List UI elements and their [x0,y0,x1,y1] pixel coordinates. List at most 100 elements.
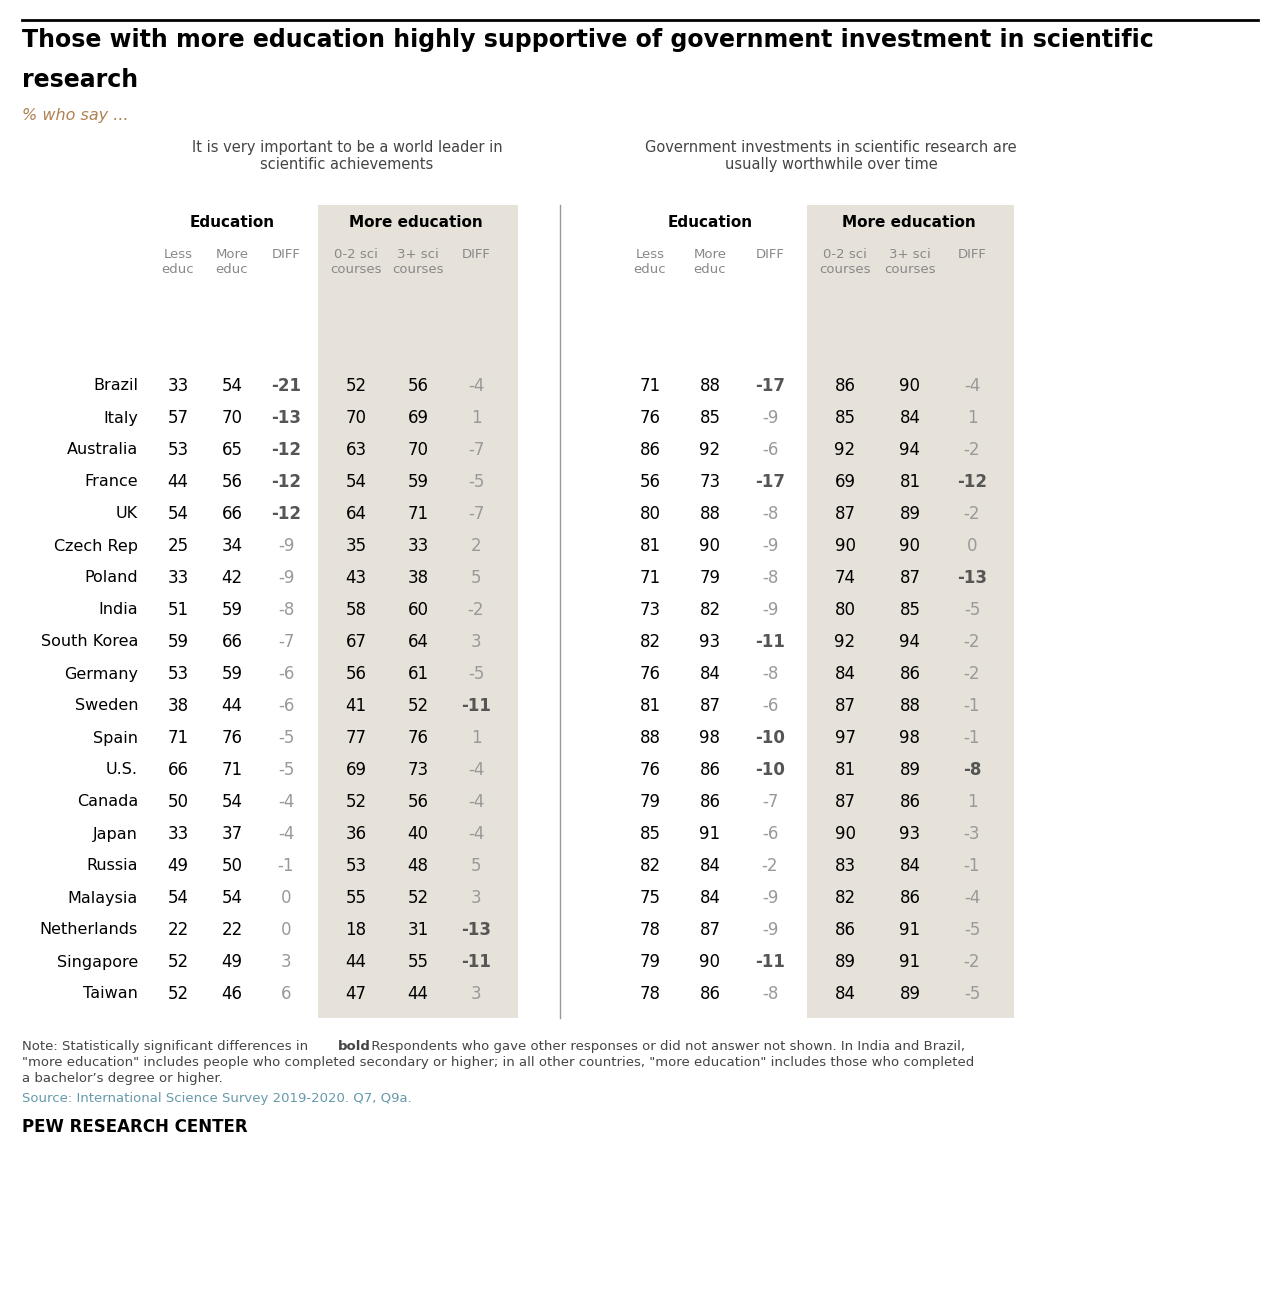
Text: Canada: Canada [77,794,138,810]
Text: 86: 86 [835,377,855,396]
Text: Note: Statistically significant differences in: Note: Statistically significant differen… [22,1040,312,1053]
Text: 88: 88 [640,728,660,747]
Text: -1: -1 [964,857,980,875]
Text: 81: 81 [640,537,660,555]
Text: 54: 54 [221,889,242,907]
Text: 71: 71 [407,504,429,523]
Text: -17: -17 [755,473,785,491]
Text: 84: 84 [835,985,855,1003]
Text: -8: -8 [762,985,778,1003]
Text: 31: 31 [407,921,429,939]
Text: 69: 69 [835,473,855,491]
Text: 86: 86 [900,793,920,811]
Text: 86: 86 [699,793,721,811]
Text: -9: -9 [762,921,778,939]
Text: -12: -12 [957,473,987,491]
Text: 84: 84 [900,409,920,427]
Text: UK: UK [116,507,138,521]
Text: -11: -11 [755,633,785,651]
Text: Australia: Australia [67,443,138,457]
Text: 53: 53 [168,665,188,683]
Text: 33: 33 [407,537,429,555]
Text: 86: 86 [900,665,920,683]
Text: -13: -13 [957,569,987,587]
Text: 1: 1 [966,409,978,427]
Text: 56: 56 [221,473,242,491]
Text: 89: 89 [900,504,920,523]
Text: -4: -4 [278,825,294,844]
Text: 56: 56 [640,473,660,491]
Text: 88: 88 [699,377,721,396]
Text: 58: 58 [346,601,366,620]
Text: Sweden: Sweden [74,698,138,714]
Text: -1: -1 [964,728,980,747]
Text: 3: 3 [471,985,481,1003]
Text: 87: 87 [835,697,855,715]
Bar [317,204,518,1018]
Text: Malaysia: Malaysia [68,891,138,905]
Text: -11: -11 [461,952,492,971]
Text: DIFF: DIFF [957,248,987,261]
Text: -12: -12 [271,441,301,458]
Text: 61: 61 [407,665,429,683]
Text: 78: 78 [640,921,660,939]
Text: 84: 84 [900,857,920,875]
Text: 52: 52 [407,889,429,907]
Text: 1: 1 [471,728,481,747]
Text: 3: 3 [471,889,481,907]
Text: 77: 77 [346,728,366,747]
Text: 3+ sci
courses: 3+ sci courses [884,248,936,276]
Text: -2: -2 [964,665,980,683]
Text: More education: More education [349,215,483,231]
Text: Netherlands: Netherlands [40,922,138,938]
Text: PEW RESEARCH CENTER: PEW RESEARCH CENTER [22,1117,247,1136]
Text: 49: 49 [168,857,188,875]
Text: 52: 52 [346,377,366,396]
Text: 90: 90 [699,952,721,971]
Text: -2: -2 [964,952,980,971]
Text: India: India [99,603,138,617]
Text: -5: -5 [467,665,484,683]
Text: 85: 85 [835,409,855,427]
Text: -2: -2 [467,601,484,620]
Text: -4: -4 [467,377,484,396]
Text: More education: More education [842,215,975,231]
Text: 56: 56 [346,665,366,683]
Text: -1: -1 [278,857,294,875]
Text: -5: -5 [964,921,980,939]
Text: 37: 37 [221,825,243,844]
Text: 35: 35 [346,537,366,555]
Text: Source: International Science Survey 2019-2020. Q7, Q9a.: Source: International Science Survey 201… [22,1093,412,1106]
Text: 76: 76 [640,409,660,427]
Text: -4: -4 [467,793,484,811]
Text: 82: 82 [640,857,660,875]
Text: -12: -12 [271,504,301,523]
Text: -5: -5 [964,985,980,1003]
Text: 74: 74 [835,569,855,587]
Text: 53: 53 [346,857,366,875]
Text: 89: 89 [900,761,920,779]
Text: -10: -10 [755,728,785,747]
Text: 0-2 sci
courses: 0-2 sci courses [819,248,870,276]
Text: 52: 52 [168,952,188,971]
Text: 36: 36 [346,825,366,844]
Text: 44: 44 [346,952,366,971]
Text: -9: -9 [278,537,294,555]
Text: Russia: Russia [87,858,138,874]
Text: 84: 84 [699,665,721,683]
Text: -3: -3 [964,825,980,844]
Text: 80: 80 [640,504,660,523]
Text: -2: -2 [964,504,980,523]
Text: 66: 66 [168,761,188,779]
Text: 90: 90 [900,537,920,555]
Text: 60: 60 [407,601,429,620]
Text: 88: 88 [699,504,721,523]
Text: 90: 90 [835,825,855,844]
Text: 91: 91 [699,825,721,844]
Text: -17: -17 [755,377,785,396]
Text: Italy: Italy [104,410,138,426]
Text: 94: 94 [900,633,920,651]
Text: 33: 33 [168,825,188,844]
Text: 33: 33 [168,377,188,396]
Text: 66: 66 [221,504,242,523]
